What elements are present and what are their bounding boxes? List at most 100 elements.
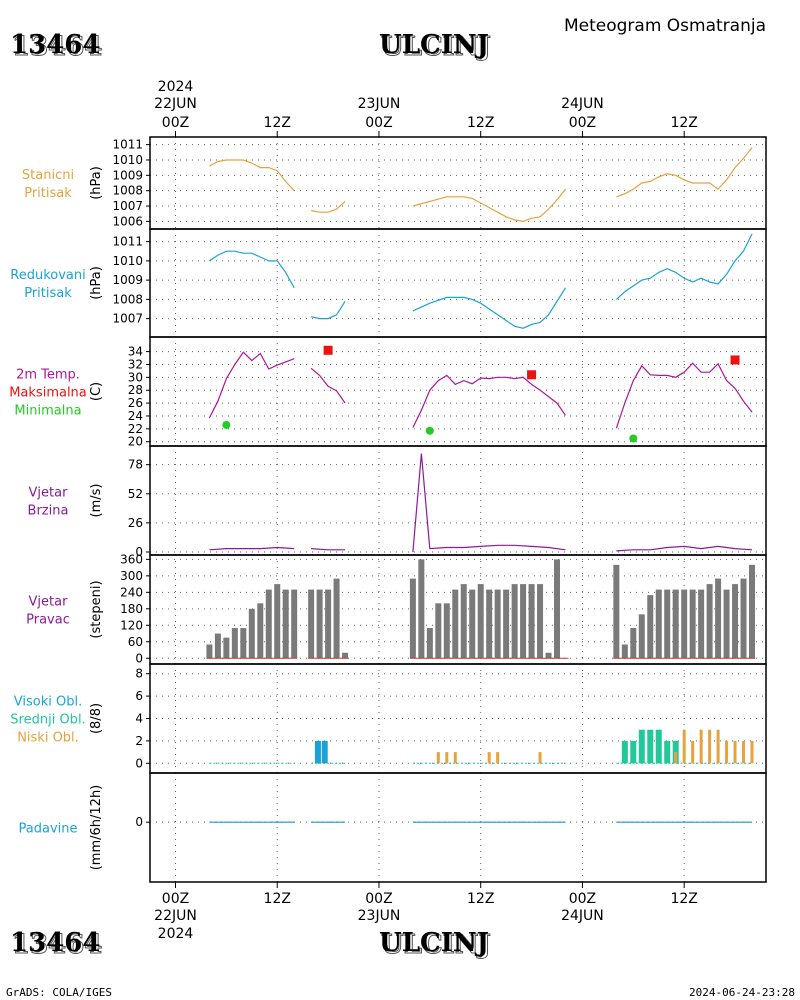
- header: 13464 13464 ULCINJ ULCINJ Meteogram Osma…: [10, 16, 766, 63]
- header-station-name-shadow: ULCINJ: [381, 32, 491, 62]
- direction-bar: [672, 589, 679, 659]
- panel-label: Brzina: [28, 504, 69, 519]
- low-cloud-bar: [674, 752, 678, 764]
- direction-bar: [486, 589, 493, 659]
- y-tick-label: 360: [120, 552, 143, 566]
- series-line-segment: [209, 546, 295, 551]
- direction-bar: [325, 589, 332, 659]
- direction-bar: [681, 589, 688, 659]
- top-time-label: 22JUN: [154, 96, 197, 112]
- direction-bar: [554, 559, 561, 659]
- y-tick-label: 28: [128, 383, 143, 397]
- panel-label: Srednji Obl.: [10, 713, 85, 728]
- direction-bar: [274, 584, 281, 659]
- low-cloud-bar: [699, 729, 703, 764]
- minimum-marker: [222, 420, 231, 429]
- top-time-label: 00Z: [365, 115, 392, 131]
- top-time-label: 24JUN: [561, 96, 604, 112]
- low-cloud-bar: [716, 729, 720, 764]
- top-time-label: 12Z: [264, 115, 291, 131]
- direction-bar: [638, 614, 645, 659]
- series-line-segment: [208, 351, 295, 419]
- y-tick-label: 0: [135, 651, 143, 665]
- y-tick-label: 1011: [112, 235, 143, 249]
- y-tick-label: 1009: [112, 273, 143, 287]
- direction-bar: [528, 584, 535, 659]
- direction-bar: [520, 584, 527, 659]
- mid-cloud-bar: [647, 729, 654, 764]
- y-tick-label: 60: [128, 635, 143, 649]
- series-line-segment: [412, 453, 566, 553]
- series-line-segment: [615, 233, 753, 300]
- low-cloud-bar: [725, 740, 729, 764]
- minimum-marker: [425, 426, 434, 435]
- footer-station-id: 13464: [10, 928, 100, 958]
- y-tick-label: 1008: [112, 292, 143, 306]
- series-line-segment: [310, 300, 346, 320]
- panel-label: Visoki Obl.: [14, 695, 82, 710]
- y-tick-label: 1008: [112, 184, 143, 198]
- direction-bar: [452, 589, 459, 659]
- panel-frame: [149, 772, 767, 883]
- low-cloud-bar: [436, 752, 440, 764]
- y-axis-label: (m/s): [89, 484, 104, 518]
- panel-label: Stanicni: [22, 168, 74, 183]
- y-tick-label: 24: [128, 409, 143, 423]
- y-axis-label: (stepeni): [89, 580, 104, 638]
- direction-bar: [214, 633, 221, 659]
- y-tick-label: 1007: [112, 312, 143, 326]
- footer-station-id-shadow: 13464: [12, 930, 102, 960]
- y-tick-label: 8: [135, 667, 143, 681]
- series-line-segment: [310, 200, 346, 213]
- direction-bar: [647, 595, 654, 659]
- low-cloud-bar: [742, 740, 746, 764]
- y-tick-label: 78: [128, 458, 143, 472]
- y-tick-label: 0: [135, 756, 143, 770]
- direction-bar: [477, 584, 484, 659]
- footer-timestamp: 2024-06-24-23:28: [689, 986, 795, 999]
- y-tick-label: 26: [128, 516, 143, 530]
- panel-label: 2m Temp.: [16, 368, 80, 383]
- series-line-segment: [311, 548, 346, 551]
- direction-bar: [460, 584, 467, 659]
- panel-frame: [149, 228, 767, 338]
- direction-bar: [265, 589, 272, 659]
- low-cloud-bar: [691, 740, 695, 764]
- direction-bar: [537, 584, 544, 659]
- low-cloud-bar: [538, 752, 542, 764]
- mid-cloud-bar: [630, 740, 637, 764]
- low-cloud-bar: [733, 740, 737, 764]
- header-station-id: 13464: [10, 30, 100, 60]
- direction-bar: [740, 578, 747, 659]
- top-time-label: 00Z: [162, 115, 189, 131]
- series-line-segment: [412, 287, 567, 329]
- y-tick-label: 6: [135, 689, 143, 703]
- y-tick-label: 1009: [112, 168, 143, 182]
- y-tick-label: 180: [120, 602, 143, 616]
- direction-bar: [308, 589, 315, 659]
- direction-bar: [732, 584, 739, 659]
- y-tick-label: 22: [128, 422, 143, 436]
- low-cloud-bar: [708, 729, 712, 764]
- top-time-label: 12Z: [467, 115, 494, 131]
- direction-bar: [503, 589, 510, 659]
- footer-station-name: ULCINJ: [379, 928, 489, 958]
- direction-bar: [342, 652, 349, 659]
- panel-label: Pritisak: [24, 186, 72, 201]
- panel-frame: [149, 445, 767, 556]
- direction-bar: [206, 644, 213, 659]
- bottom-time-label: 24JUN: [561, 908, 604, 924]
- header-station-id-shadow: 13464: [12, 32, 102, 62]
- direction-bar: [545, 652, 552, 659]
- y-tick-label: 1011: [112, 138, 143, 152]
- footer: 13464 13464 ULCINJ ULCINJ GrADS: COLA/IG…: [6, 928, 795, 999]
- plot-area: 100610071008100910101011StanicniPritisak…: [9, 79, 767, 942]
- bottom-time-label: 00Z: [162, 891, 189, 907]
- footer-credit: GrADS: COLA/IGES: [6, 986, 112, 999]
- bottom-time-label: 00Z: [365, 891, 392, 907]
- top-time-label: 12Z: [670, 115, 697, 131]
- series-line-segment: [615, 362, 753, 429]
- direction-bar: [409, 578, 416, 659]
- y-tick-label: 240: [120, 585, 143, 599]
